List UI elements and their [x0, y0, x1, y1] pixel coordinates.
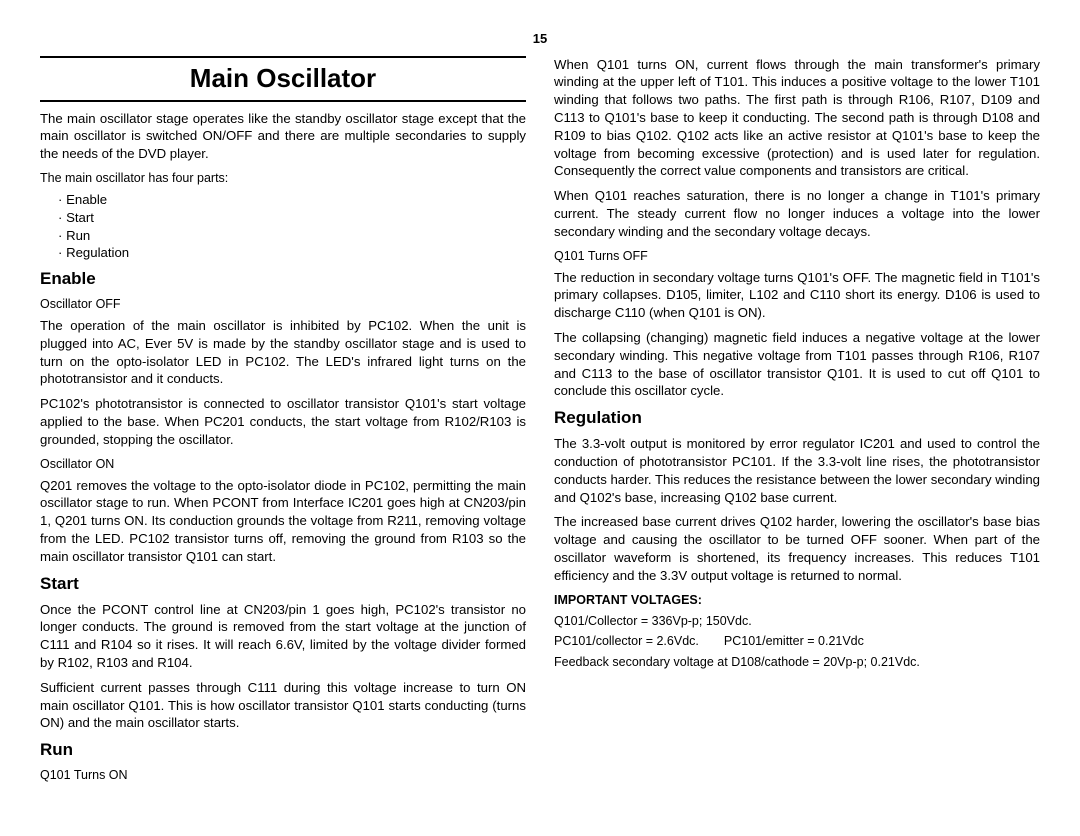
- enable-on-p1: Q201 removes the voltage to the opto-iso…: [40, 477, 526, 566]
- run-heading: Run: [40, 739, 526, 762]
- regulation-p2: The increased base current drives Q102 h…: [554, 513, 1040, 584]
- run-off-p2: The collapsing (changing) magnetic field…: [554, 329, 1040, 400]
- important-voltages-block: IMPORTANT VOLTAGES: Q101/Collector = 336…: [554, 592, 1040, 672]
- start-p1: Once the PCONT control line at CN203/pin…: [40, 601, 526, 672]
- run-on-p1: When Q101 turns ON, current flows throug…: [554, 56, 1040, 181]
- enable-off-p2: PC102's phototransistor is connected to …: [40, 395, 526, 448]
- intro-paragraph-2: The main oscillator has four parts:: [40, 170, 526, 187]
- enable-off-p1: The operation of the main oscillator is …: [40, 317, 526, 388]
- oscillator-off-label: Oscillator OFF: [40, 296, 526, 313]
- intro-paragraph-1: The main oscillator stage operates like …: [40, 110, 526, 163]
- parts-list: Enable Start Run Regulation: [40, 191, 526, 262]
- q101-on-label: Q101 Turns ON: [40, 767, 526, 784]
- regulation-p1: The 3.3-volt output is monitored by erro…: [554, 435, 1040, 506]
- list-item: Run: [58, 227, 526, 245]
- content-columns: Main Oscillator The main oscillator stag…: [40, 56, 1040, 806]
- q101-off-label: Q101 Turns OFF: [554, 248, 1040, 265]
- voltage-line-1: Q101/Collector = 336Vp-p; 150Vdc.: [554, 613, 1040, 630]
- list-item: Start: [58, 209, 526, 227]
- list-item: Regulation: [58, 244, 526, 262]
- main-title: Main Oscillator: [40, 56, 526, 102]
- voltage-line-2: PC101/collector = 2.6Vdc. PC101/emitter …: [554, 633, 1040, 650]
- run-off-p1: The reduction in secondary voltage turns…: [554, 269, 1040, 322]
- list-item: Enable: [58, 191, 526, 209]
- start-heading: Start: [40, 573, 526, 596]
- important-voltages-heading: IMPORTANT VOLTAGES:: [554, 592, 1040, 609]
- oscillator-on-label: Oscillator ON: [40, 456, 526, 473]
- page-number: 15: [40, 30, 1040, 48]
- voltage-line-3: Feedback secondary voltage at D108/catho…: [554, 654, 1040, 671]
- start-p2: Sufficient current passes through C111 d…: [40, 679, 526, 732]
- enable-heading: Enable: [40, 268, 526, 291]
- regulation-heading: Regulation: [554, 407, 1040, 430]
- run-on-p2: When Q101 reaches saturation, there is n…: [554, 187, 1040, 240]
